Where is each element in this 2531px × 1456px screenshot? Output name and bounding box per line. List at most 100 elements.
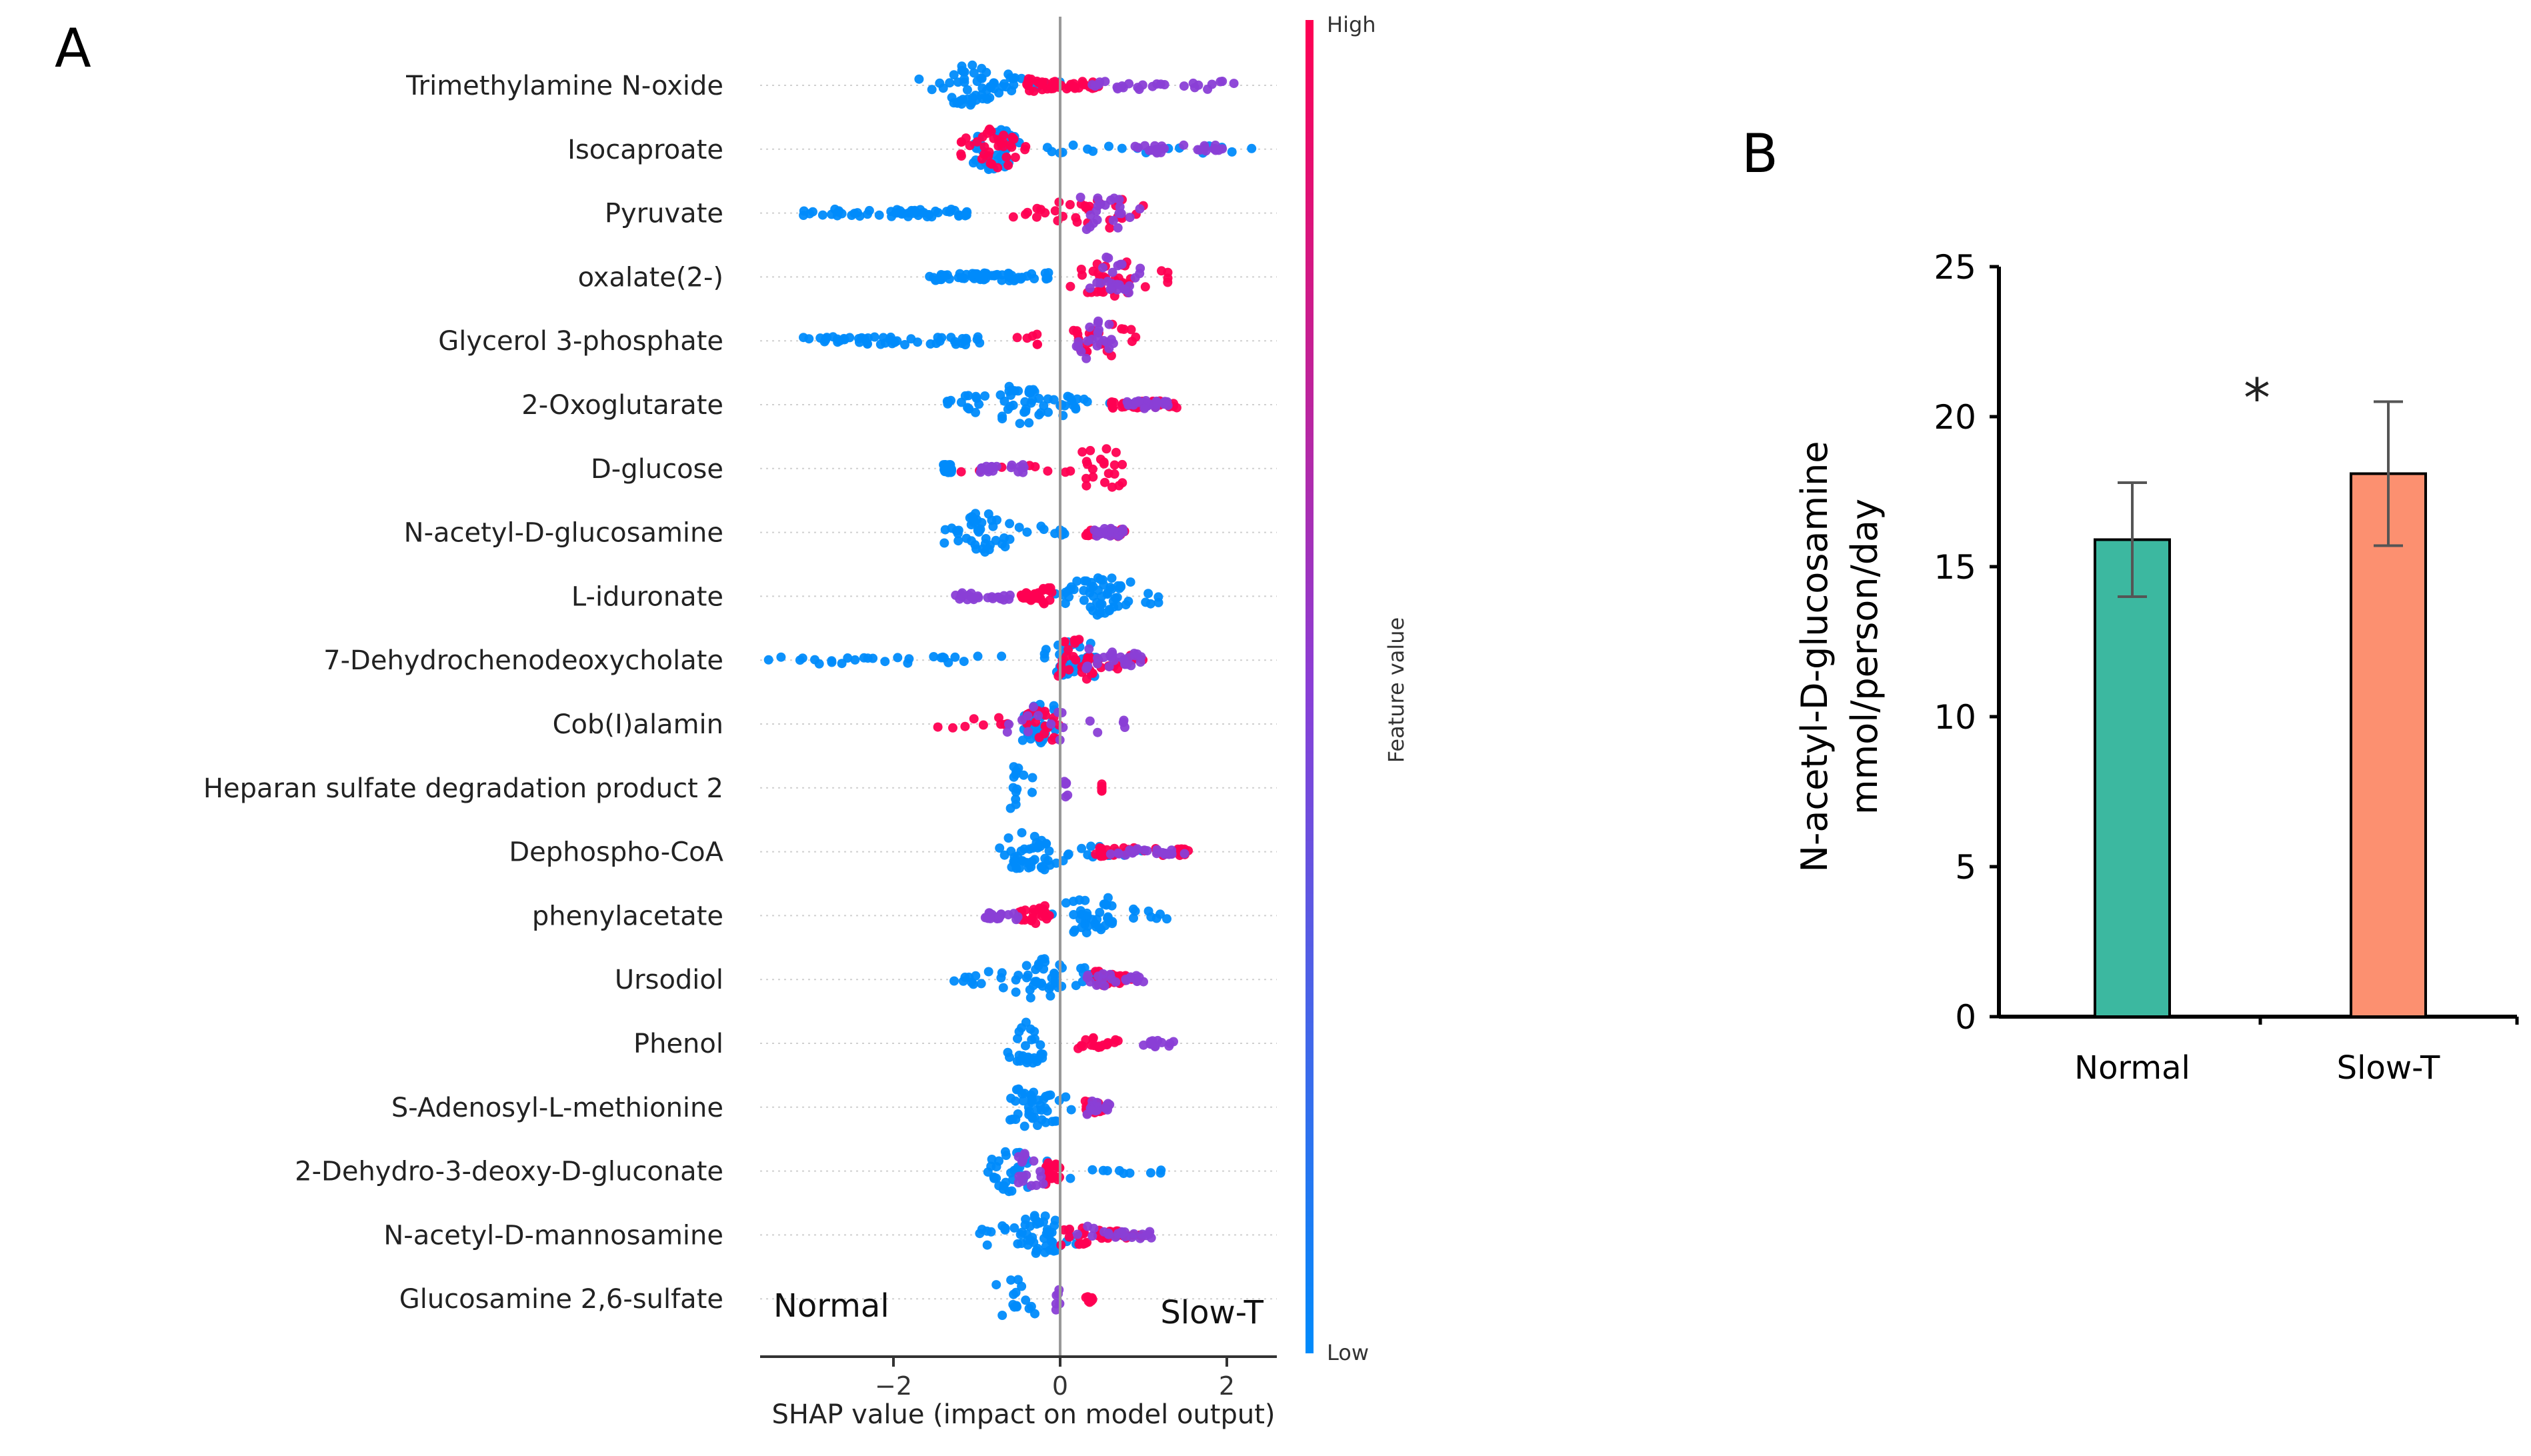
shap-point: [1229, 79, 1239, 89]
shap-point: [1113, 223, 1123, 233]
shap-point: [1095, 604, 1105, 614]
shap-point: [1142, 846, 1152, 856]
shap-point: [1093, 727, 1103, 737]
shap-point: [982, 128, 992, 138]
shap-point: [977, 90, 987, 100]
shap-point: [1064, 1232, 1074, 1242]
shap-point: [1063, 645, 1073, 655]
shap-point: [936, 653, 946, 663]
y-tick-label: 25: [1934, 248, 1976, 287]
shap-point: [1107, 573, 1117, 583]
shap-point: [1085, 716, 1095, 726]
shap-point: [1104, 319, 1114, 329]
shap-point: [1026, 1181, 1036, 1191]
shap-point: [814, 659, 824, 669]
shap-point: [1114, 849, 1124, 859]
feature-label: Trimethylamine N-oxide: [405, 71, 723, 101]
shap-point: [1107, 584, 1117, 594]
shap-point: [929, 652, 939, 661]
shap-point: [1046, 719, 1056, 729]
shap-point: [1008, 1299, 1018, 1309]
colorbar-high-label: High: [1327, 12, 1376, 37]
shap-point: [1076, 265, 1086, 274]
shap-point: [1100, 477, 1109, 487]
shap-point: [1123, 288, 1133, 298]
shap-point: [1017, 1239, 1027, 1248]
shap-point: [1095, 278, 1105, 288]
panel-a: A Trimethylamine N-oxide Isocaproate Pyruv…: [55, 12, 1409, 1430]
shap-point: [1159, 397, 1169, 407]
shap-point: [1083, 661, 1093, 671]
shap-point: [1013, 1152, 1023, 1162]
shap-point: [1071, 403, 1080, 413]
shap-point: [1036, 1172, 1046, 1182]
y-tick-label: 0: [1955, 998, 1976, 1037]
shap-point: [1004, 386, 1014, 396]
shap-point: [1111, 447, 1121, 457]
shap-point: [1047, 587, 1057, 597]
shap-point: [1227, 147, 1237, 157]
shap-point: [1120, 723, 1129, 732]
shap-point: [1080, 895, 1090, 905]
shap-point: [1152, 398, 1162, 408]
shap-point: [1079, 576, 1089, 586]
shap-point: [1098, 851, 1108, 861]
shap-point: [983, 465, 993, 475]
shap-point: [987, 1155, 997, 1164]
shap-point: [1063, 850, 1073, 860]
shap-point: [1035, 408, 1045, 418]
shap-point: [1070, 83, 1080, 93]
shap-point: [1107, 482, 1117, 492]
shap-point: [971, 544, 981, 554]
shap-point: [960, 211, 970, 221]
shap-point: [983, 967, 993, 977]
shap-point: [1022, 527, 1032, 537]
shap-point: [837, 659, 847, 669]
shap-point: [956, 149, 966, 159]
shap-point: [951, 526, 961, 536]
shap-point: [933, 333, 943, 343]
feature-label: Pyruvate: [605, 199, 723, 229]
shap-point: [995, 390, 1005, 400]
panel-b-label: B: [1742, 123, 1778, 185]
shap-point: [1143, 589, 1153, 599]
shap-point: [1135, 269, 1145, 279]
shap-point: [1036, 862, 1046, 872]
y-axis-label-line1: N-acetyl-D-glucosamine: [1794, 441, 1836, 872]
shap-point: [1095, 907, 1105, 917]
shap-point: [1031, 212, 1041, 222]
shap-point: [914, 74, 924, 84]
shap-point: [1023, 589, 1033, 599]
shap-point: [1029, 1027, 1039, 1037]
shap-point: [960, 721, 970, 731]
shap-point: [949, 70, 959, 80]
shap-point: [1043, 466, 1053, 476]
shap-point: [1111, 977, 1121, 987]
shap-point: [1040, 853, 1050, 863]
shap-point: [1090, 81, 1100, 91]
shap-point: [900, 340, 909, 349]
shap-point: [953, 536, 963, 546]
shap-point: [1003, 833, 1013, 843]
shap-point: [1033, 339, 1042, 349]
shap-point: [956, 467, 966, 477]
shap-point: [1179, 849, 1189, 859]
shap-point: [980, 391, 990, 401]
shap-point: [943, 657, 953, 667]
shap-point: [965, 141, 975, 151]
shap-point: [993, 592, 1003, 602]
shap-point: [1200, 143, 1209, 153]
shap-point: [984, 545, 994, 555]
shap-point: [1111, 1232, 1121, 1242]
shap-point: [949, 976, 959, 986]
shap-point: [1036, 521, 1046, 531]
shap-point: [1041, 710, 1051, 720]
shap-point: [1000, 1223, 1010, 1233]
shap-point: [1145, 599, 1155, 609]
shap-point: [1021, 1214, 1031, 1224]
shap-point: [864, 205, 874, 215]
shap-point: [1035, 841, 1045, 851]
shap-point: [1098, 263, 1107, 273]
shap-point: [943, 399, 953, 409]
shap-point: [1024, 388, 1034, 398]
